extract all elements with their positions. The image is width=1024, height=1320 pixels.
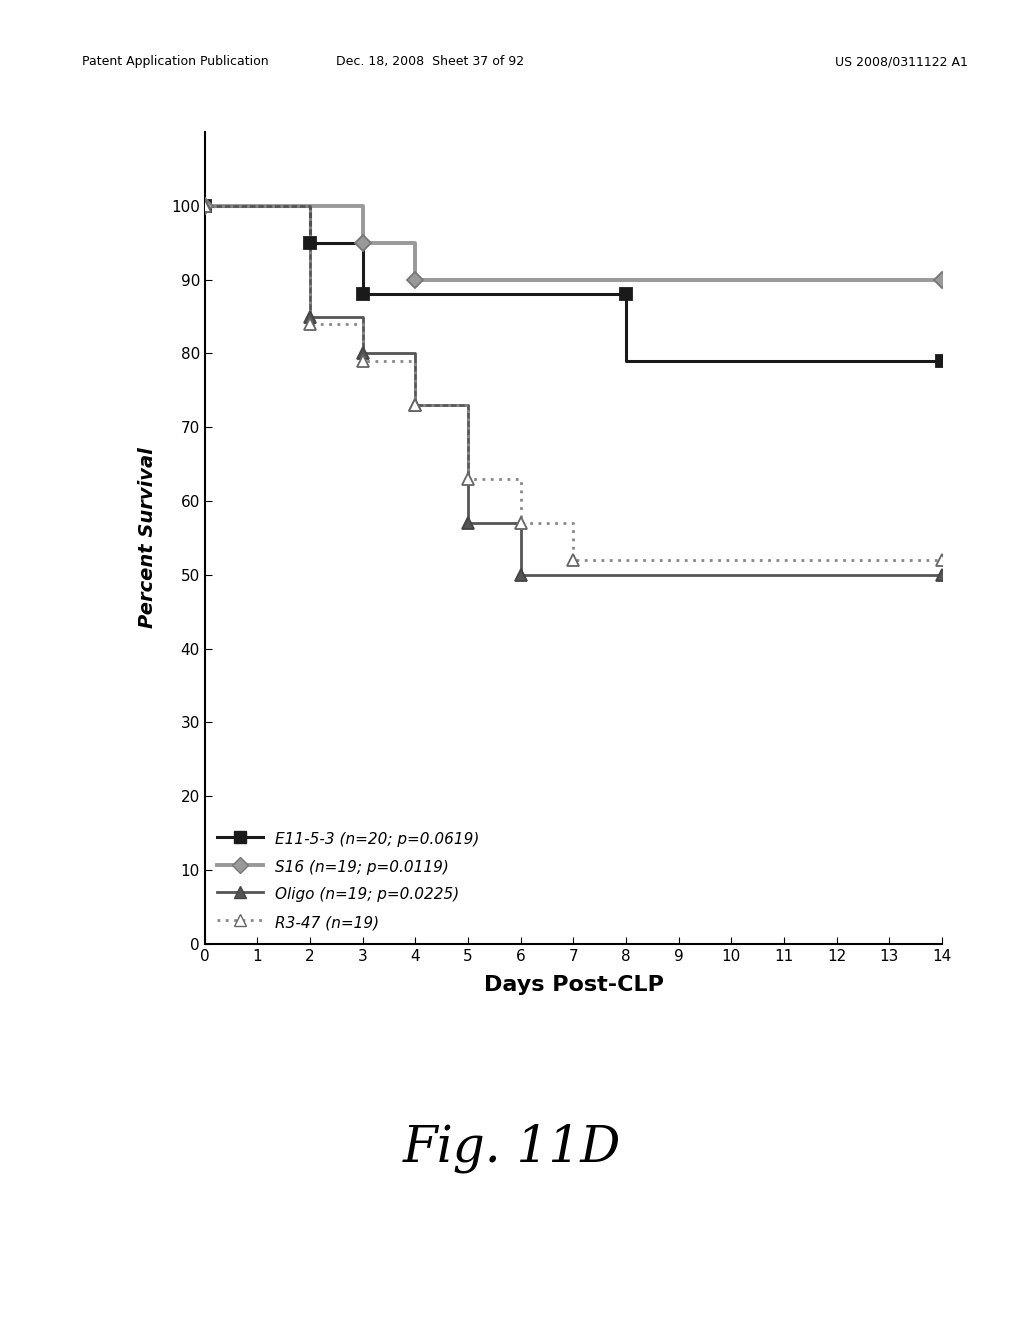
Text: US 2008/0311122 A1: US 2008/0311122 A1 <box>835 55 968 69</box>
Legend: E11-5-3 (n=20; p=0.0619), S16 (n=19; p=0.0119), Oligo (n=19; p=0.0225), R3-47 (n: E11-5-3 (n=20; p=0.0619), S16 (n=19; p=0… <box>212 825 484 936</box>
Y-axis label: Percent Survival: Percent Survival <box>138 447 157 628</box>
X-axis label: Days Post-CLP: Days Post-CLP <box>483 974 664 995</box>
Text: Patent Application Publication: Patent Application Publication <box>82 55 268 69</box>
Text: Dec. 18, 2008  Sheet 37 of 92: Dec. 18, 2008 Sheet 37 of 92 <box>336 55 524 69</box>
Text: Fig. 11D: Fig. 11D <box>402 1123 622 1173</box>
